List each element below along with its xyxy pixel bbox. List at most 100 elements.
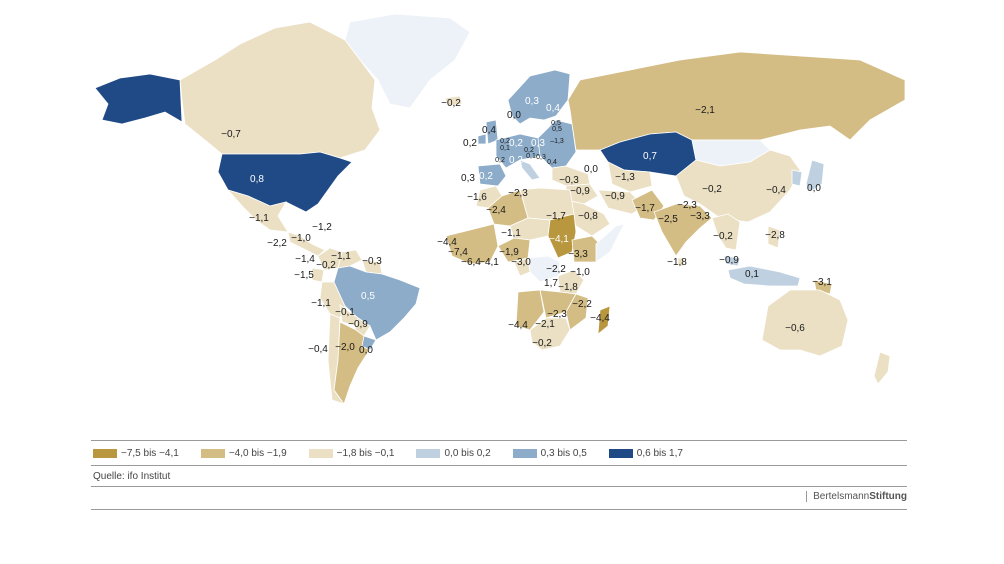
value-label: 0,4 bbox=[482, 125, 496, 136]
value-label: −1,1 bbox=[311, 298, 331, 309]
region-madagascar bbox=[597, 305, 611, 335]
brand-name-light: Bertelsmann bbox=[813, 491, 870, 502]
region-saudi-arabia bbox=[565, 199, 611, 237]
value-label: −2,3 bbox=[677, 200, 697, 211]
region-argentina bbox=[333, 321, 373, 405]
value-label: −2,4 bbox=[486, 205, 506, 216]
value-label: 0,2 bbox=[509, 138, 523, 149]
region-russia bbox=[567, 51, 906, 151]
value-label: −0,8 bbox=[578, 211, 598, 222]
value-label: −0,2 bbox=[441, 98, 461, 109]
region-sri-lanka bbox=[677, 257, 685, 267]
value-label: −2,1 bbox=[695, 105, 715, 116]
region-mozambique bbox=[565, 293, 589, 331]
divider-bottom bbox=[91, 509, 907, 510]
value-label: 0,7 bbox=[643, 151, 657, 162]
region-nigeria bbox=[497, 237, 531, 263]
value-label: 0,2 bbox=[479, 171, 493, 182]
value-label: 0,5 bbox=[552, 126, 562, 133]
value-label: −2,2 bbox=[267, 238, 287, 249]
value-label: 0,0 bbox=[507, 110, 521, 121]
value-label: −1,9 bbox=[499, 247, 519, 258]
value-label: −0,3 bbox=[559, 175, 579, 186]
value-label: −0,6 bbox=[785, 323, 805, 334]
value-label: 0,3 bbox=[461, 173, 475, 184]
value-label: −2,3 bbox=[508, 188, 528, 199]
value-label: −2,5 bbox=[658, 214, 678, 225]
value-label: −1,7 bbox=[546, 211, 566, 222]
value-label: 0,4 bbox=[546, 103, 560, 114]
region-new-zealand bbox=[873, 351, 891, 385]
region-tanzania bbox=[557, 269, 585, 295]
value-label: −1,8 bbox=[667, 257, 687, 268]
value-label: −0,4 bbox=[308, 344, 328, 355]
legend: −7,5 bis −4,1 −4,0 bis −1,9 −1,8 bis −0,1 0… bbox=[91, 440, 907, 466]
value-label: 0,3 bbox=[525, 96, 539, 107]
value-label: 0,0 bbox=[807, 183, 821, 194]
legend-swatch bbox=[512, 448, 537, 458]
value-label: −6,4 bbox=[461, 257, 481, 268]
value-label: −4,1 bbox=[549, 234, 569, 245]
legend-swatch bbox=[416, 448, 441, 458]
value-label: −0,2 bbox=[316, 260, 336, 271]
value-label: −0,4 bbox=[766, 185, 786, 196]
region-mexico bbox=[226, 189, 289, 233]
value-label: –1,3 bbox=[550, 138, 564, 145]
value-label: 0,2 bbox=[500, 138, 510, 145]
value-label: 0,3 bbox=[536, 154, 546, 161]
value-label: 0,5 bbox=[551, 120, 561, 127]
legend-label: −7,5 bis −4,1 bbox=[121, 447, 179, 459]
region-horn-of-africa bbox=[595, 223, 625, 263]
brand-name-bold: Stiftung bbox=[869, 491, 907, 502]
region-iceland bbox=[444, 95, 463, 107]
value-label: −1,2 bbox=[312, 222, 332, 233]
value-label: −2,3 bbox=[547, 309, 567, 320]
value-label: 0,2 bbox=[524, 147, 534, 154]
region-korea bbox=[791, 169, 803, 187]
value-label: −3,0 bbox=[511, 257, 531, 268]
region-alaska bbox=[94, 73, 183, 125]
region-philippines bbox=[767, 225, 781, 249]
region-brazil bbox=[333, 265, 421, 341]
value-label: −0,1 bbox=[335, 307, 355, 318]
value-label: −0,2 bbox=[713, 231, 733, 242]
region-italy bbox=[519, 159, 541, 181]
legend-item: −7,5 bis −4,1 bbox=[93, 448, 179, 459]
region-congo bbox=[513, 257, 531, 277]
region-central-america bbox=[287, 231, 326, 257]
value-label: −0,7 bbox=[221, 129, 241, 140]
value-label: −1,8 bbox=[558, 282, 578, 293]
region-uruguay bbox=[361, 335, 377, 351]
region-south-africa bbox=[529, 317, 571, 351]
value-label: 0,1 bbox=[500, 145, 510, 152]
value-label: 0,2 bbox=[463, 138, 477, 149]
region-angola bbox=[515, 289, 545, 331]
value-label: −4,1 bbox=[479, 257, 499, 268]
value-label: −1,4 bbox=[295, 254, 315, 265]
value-label: −3,1 bbox=[812, 277, 832, 288]
legend-item: −4,0 bis −1,9 bbox=[200, 448, 287, 459]
value-label: −3,3 bbox=[690, 211, 710, 222]
value-label: −7,4 bbox=[448, 247, 468, 258]
value-label: −4,4 bbox=[437, 237, 457, 248]
region-spain bbox=[477, 163, 507, 187]
value-label: −1,0 bbox=[570, 267, 590, 278]
region-malaysia bbox=[723, 255, 741, 267]
value-label: −1,6 bbox=[467, 192, 487, 203]
value-label: −2,2 bbox=[572, 299, 592, 310]
value-label: 0,3 bbox=[531, 138, 545, 149]
value-label: −4,4 bbox=[590, 313, 610, 324]
value-label: 0,0 bbox=[584, 164, 598, 175]
value-label: −1,5 bbox=[294, 270, 314, 281]
value-label: −0,9 bbox=[570, 186, 590, 197]
region-venezuela bbox=[337, 249, 363, 269]
value-label: 0,4 bbox=[547, 159, 557, 166]
value-label: −3,3 bbox=[568, 249, 588, 260]
region-canada bbox=[179, 21, 381, 159]
legend-swatch bbox=[308, 448, 333, 458]
value-label: 0,1 bbox=[526, 153, 536, 160]
legend-label: 0,6 bis 1,7 bbox=[636, 447, 683, 459]
value-label: −0,2 bbox=[702, 184, 722, 195]
value-label: 0,0 bbox=[359, 345, 373, 356]
value-label: −0,9 bbox=[605, 191, 625, 202]
